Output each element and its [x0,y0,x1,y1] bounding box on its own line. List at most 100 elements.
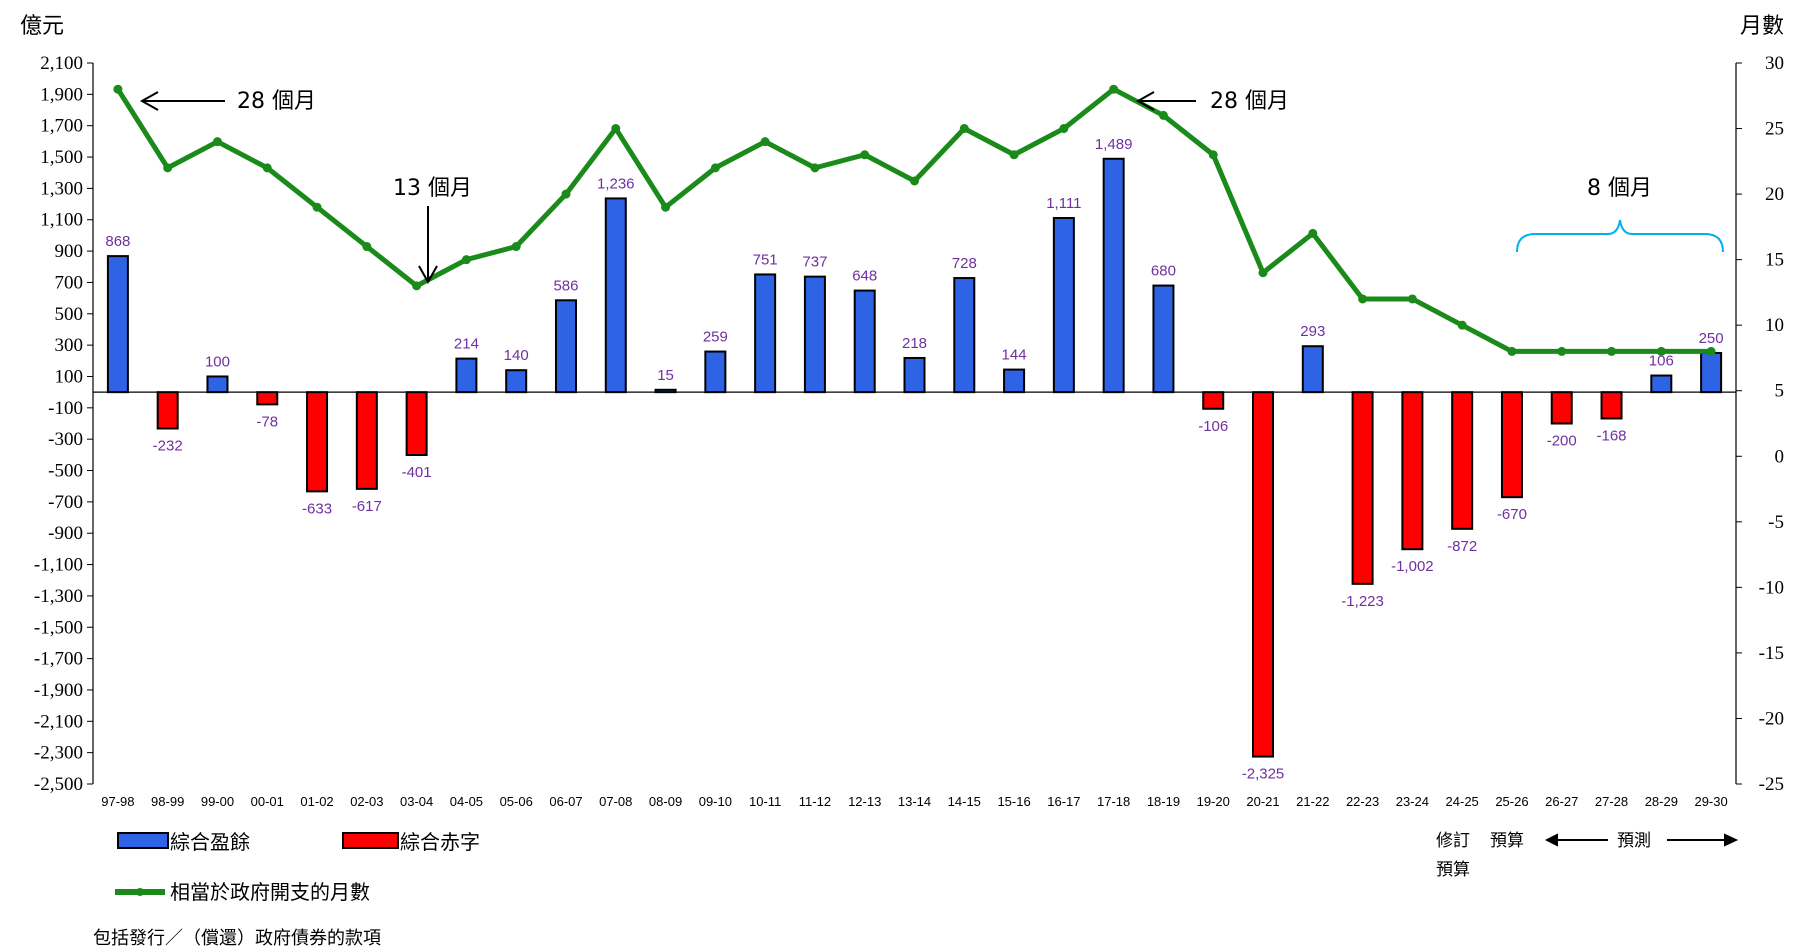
left-tick-label: 1,300 [40,178,83,199]
surplus-bar [853,289,876,394]
category-label: 12-13 [848,794,881,809]
months-line [115,86,1712,354]
months-point [1009,150,1019,160]
bars-group [106,157,1723,758]
category-label: 20-21 [1246,794,1279,809]
bar-value-label: -168 [1597,427,1627,444]
category-label: 09-10 [699,794,732,809]
right-tick-label: 25 [1765,119,1784,140]
annotation-peak2-label: 28 個月 [1210,89,1289,114]
left-tick-label: 100 [55,366,84,387]
annotation-brace [1516,219,1724,253]
right-axis-title: 月數 [1740,14,1784,39]
category-label: 15-16 [997,794,1030,809]
surplus-bar [654,388,677,394]
category-label: 07-08 [599,794,632,809]
surplus-bar [803,275,826,394]
surplus-bar [1650,374,1673,394]
surplus-bar [554,299,577,394]
left-axis-title: 億元 [20,14,64,39]
right-tick-label: 20 [1765,184,1784,205]
left-tick-label: -1,700 [34,649,83,670]
category-label: 08-09 [649,794,682,809]
category-label: 04-05 [450,794,483,809]
bar-value-label: 214 [454,336,479,353]
annotation-peak1-label: 28 個月 [237,89,316,114]
category-label: 03-04 [400,794,433,809]
category-label: 97-98 [101,794,134,809]
bar-value-label: 1,111 [1046,195,1081,212]
months-point [212,137,222,147]
category-label: 05-06 [500,794,533,809]
bar-value-label: -232 [153,438,183,455]
bar-value-label: -617 [352,498,382,515]
bar-value-label: 15 [657,367,674,384]
months-point [1158,110,1168,120]
deficit-bar [1252,391,1275,758]
category-label: 17-18 [1097,794,1130,809]
annotation-end: 8 個月 [1516,176,1724,253]
surplus-bar [505,369,528,394]
category-labels-group: 97-98 98-99 99-00 00-01 01-02 02-03 03-04 04-05… [101,794,1727,809]
bar-value-label: -106 [1198,418,1228,435]
left-tick-label: -500 [48,461,83,482]
deficit-bar [1202,391,1225,410]
category-label: 23-24 [1396,794,1429,809]
bar-value-label: 218 [902,335,927,352]
months-point [511,242,521,252]
months-point [362,242,372,252]
deficit-bar [1500,391,1523,499]
months-point [461,255,471,265]
right-tick-label: -5 [1768,512,1784,533]
deficit-bar [355,391,378,490]
period-labels: 修訂 預算 預算 預測 [1436,831,1739,880]
left-tick-label: 2,100 [40,53,83,74]
bar-value-label: -1,002 [1391,558,1434,575]
right-tick-label: 10 [1765,315,1784,336]
surplus-bar [1152,284,1175,394]
months-point [1258,268,1268,278]
bar-value-label: -2,325 [1242,766,1285,783]
deficit-bar [156,391,179,430]
left-tick-label: 900 [55,241,84,262]
left-tick-label: -700 [48,492,83,513]
category-label: 14-15 [948,794,981,809]
left-tick-label: -900 [48,523,83,544]
months-point [1557,346,1567,356]
bar-value-label: -670 [1497,506,1527,523]
category-label: 00-01 [251,794,284,809]
bar-value-label: -633 [302,500,332,517]
annotation-peak1: 28 個月 [139,89,316,114]
bar-value-label: 250 [1699,330,1724,347]
category-label: 10-11 [749,794,781,809]
months-point [312,202,322,212]
category-label: 16-17 [1047,794,1080,809]
right-tick-label: -15 [1759,643,1784,664]
category-label: 28-29 [1645,794,1678,809]
category-label: 06-07 [549,794,582,809]
legend-surplus-swatch [117,832,169,849]
left-tick-label: 1,100 [40,210,83,231]
bar-value-label: -1,223 [1341,593,1384,610]
surplus-bar [1102,157,1125,394]
category-label: 21-22 [1296,794,1329,809]
surplus-bar [1301,345,1324,394]
months-point [1457,320,1467,330]
months-point [1059,124,1069,134]
left-tick-label: 300 [55,335,84,356]
left-tick-label: -300 [48,429,83,450]
months-point [412,281,422,291]
right-tick-label: 30 [1765,53,1784,74]
surplus-bar [1700,351,1723,394]
category-label: 29-30 [1694,794,1727,809]
months-point [163,163,173,173]
months-point [910,176,919,186]
right-tick-label: -20 [1759,708,1784,729]
surplus-bar [953,277,976,394]
right-axis: 30 25 20 15 10 5 0 -5 -10 -15 -20 -25 [1735,53,1784,795]
surplus-bar [1003,368,1026,394]
legend-deficit-swatch [342,832,399,849]
months-point [760,137,770,147]
surplus-bar [106,255,129,394]
